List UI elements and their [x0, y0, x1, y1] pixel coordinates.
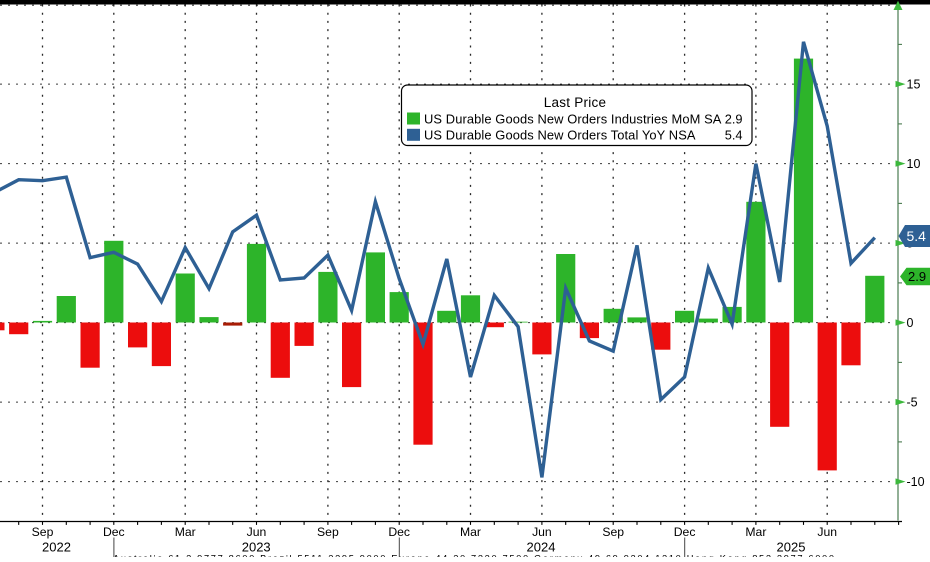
svg-text:Dec: Dec: [103, 525, 125, 539]
svg-text:2.9: 2.9: [725, 111, 743, 126]
svg-text:2024: 2024: [527, 539, 556, 554]
svg-text:US Durable Goods New Orders To: US Durable Goods New Orders Total YoY NS…: [424, 128, 696, 143]
svg-text:15: 15: [907, 78, 921, 92]
svg-text:Sep: Sep: [317, 525, 339, 539]
svg-text:2023: 2023: [242, 539, 271, 554]
svg-text:-5: -5: [907, 396, 918, 410]
svg-text:Last Price: Last Price: [544, 95, 607, 110]
svg-text:Dec: Dec: [388, 525, 410, 539]
svg-text:Sep: Sep: [32, 525, 54, 539]
svg-text:Mar: Mar: [175, 525, 196, 539]
svg-text:Jun: Jun: [817, 525, 837, 539]
svg-text:Mar: Mar: [460, 525, 481, 539]
svg-text:2025: 2025: [777, 539, 806, 554]
svg-text:2022: 2022: [42, 539, 71, 554]
svg-text:5.4: 5.4: [907, 228, 927, 244]
svg-text:0: 0: [907, 316, 914, 330]
svg-text:Jun: Jun: [532, 525, 552, 539]
svg-text:Sep: Sep: [602, 525, 624, 539]
svg-text:5.4: 5.4: [725, 128, 743, 143]
svg-text:-10: -10: [907, 475, 925, 489]
svg-text:Dec: Dec: [674, 525, 696, 539]
svg-text:10: 10: [907, 157, 921, 171]
svg-text:Australia 61 2 9777 8600 Brazi: Australia 61 2 9777 8600 Brazil 5511 239…: [113, 553, 834, 557]
svg-text:Jun: Jun: [247, 525, 267, 539]
svg-text:Mar: Mar: [745, 525, 766, 539]
svg-text:2.9: 2.9: [908, 269, 926, 284]
svg-text:US Durable Goods New Orders In: US Durable Goods New Orders Industries M…: [424, 111, 722, 126]
